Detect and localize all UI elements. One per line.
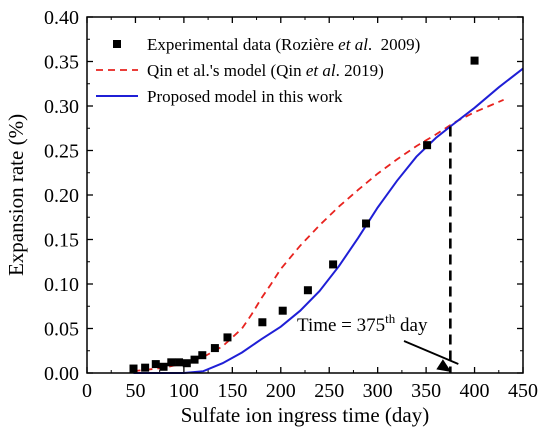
experimental-point [278, 306, 287, 315]
experimental-point [329, 260, 338, 269]
x-tick-label: 50 [125, 380, 145, 402]
legend-label-part: Experimental data (Rozière [147, 35, 338, 54]
annotation-arrow-head [436, 359, 452, 372]
experimental-point [258, 318, 267, 327]
legend-label: Proposed model in this work [147, 87, 343, 106]
legend-marker-experimental [113, 40, 121, 48]
x-tick-label: 300 [363, 380, 393, 402]
annotation-label-sup: th [385, 311, 396, 326]
experimental-point [223, 333, 232, 342]
experimental-point [141, 363, 150, 372]
x-tick-label: 150 [217, 380, 247, 402]
experimental-point [198, 351, 207, 360]
x-tick-label: 450 [508, 380, 538, 402]
y-tick-label: 0.15 [44, 230, 79, 252]
plot-frame [86, 16, 524, 374]
x-axis-label: Sulfate ion ingress time (day) [181, 403, 429, 427]
y-tick-label: 0.40 [44, 7, 79, 29]
legend-label-part: et al [306, 61, 336, 80]
experimental-point [303, 286, 312, 295]
x-tick-label: 200 [266, 380, 296, 402]
experimental-point [210, 344, 219, 353]
x-tick-label: 250 [314, 380, 344, 402]
y-tick-label: 0.05 [44, 319, 79, 341]
experimental-point [129, 364, 138, 373]
legend-label-part: Proposed model in this work [147, 87, 343, 106]
y-tick-label: 0.35 [44, 52, 79, 74]
experimental-point [175, 358, 184, 367]
experimental-point [190, 355, 199, 364]
annotation-label: Time = 375th day [297, 311, 428, 336]
experimental-point [182, 359, 191, 368]
experimental-point [362, 219, 371, 228]
y-tick-label: 0.25 [44, 141, 79, 163]
y-tick-label: 0.10 [44, 274, 79, 296]
legend-label-part: Qin et al.'s model (Qin [147, 61, 306, 80]
y-tick-label: 0.00 [44, 363, 79, 385]
experimental-point [151, 360, 160, 369]
qin-model-line [133, 98, 504, 373]
y-tick-label: 0.20 [44, 185, 79, 207]
experimental-point [167, 358, 176, 367]
legend-label-part: . 2009) [368, 35, 420, 54]
annotation-label-main: Time = 375 [297, 315, 385, 336]
legend-label-part: et al [338, 35, 368, 54]
annotation-arrow-shaft [403, 340, 459, 365]
legend-label: Experimental data (Rozière et al. 2009) [147, 35, 420, 54]
legend-label: Qin et al.'s model (Qin et al. 2019) [147, 61, 384, 80]
experimental-point [159, 362, 168, 371]
x-tick-label: 0 [82, 380, 92, 402]
x-tick-label: 400 [460, 380, 490, 402]
y-tick-label: 0.30 [44, 96, 79, 118]
legend-label-part: . 2019) [336, 61, 384, 80]
x-tick-label: 350 [411, 380, 441, 402]
x-tick-label: 100 [169, 380, 199, 402]
experimental-point [423, 141, 432, 150]
experimental-point [470, 56, 479, 65]
legend: Experimental data (Rozière et al. 2009)Q… [96, 35, 420, 106]
annotation-label-tail: day [395, 315, 428, 336]
y-axis-label: Expansion rate (%) [4, 114, 28, 276]
axis-ticks: 0 50 100 150 200 250 300 350 400 450 0.00 0.05 0.10 0… [44, 7, 538, 402]
annotation: Time = 375th day [297, 126, 459, 373]
